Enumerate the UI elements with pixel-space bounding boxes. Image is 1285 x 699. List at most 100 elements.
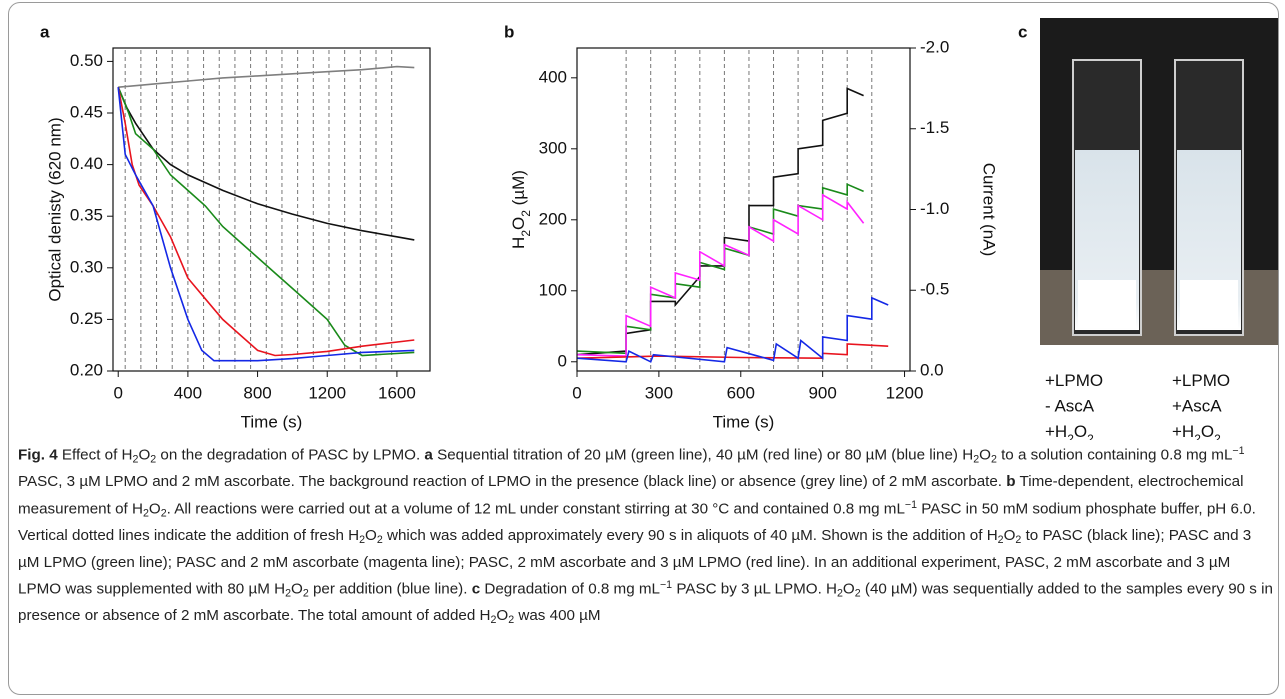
caption-run: Sequential titration of 20 µM (green lin… xyxy=(432,446,974,464)
text-run: O xyxy=(1074,422,1087,440)
y-tick-label: 0.30 xyxy=(70,257,103,276)
photo xyxy=(1040,18,1278,345)
text-run: 2 xyxy=(519,230,533,237)
caption-run: 2 xyxy=(359,533,366,546)
caption-run: 2 xyxy=(837,587,843,600)
caption-run: to a solution containing 0.8 mg mL xyxy=(996,446,1233,464)
data-line xyxy=(576,296,889,363)
x-tick-label: 900 xyxy=(808,383,836,402)
y-tick-label: 400 xyxy=(539,67,567,86)
caption-run: 2 xyxy=(376,533,383,546)
data-line xyxy=(118,65,415,88)
caption-run: per addition (blue line). xyxy=(308,580,472,598)
plot-frame xyxy=(112,47,431,372)
data-line xyxy=(576,183,864,355)
caption-run: O xyxy=(148,500,161,517)
caption-run: b xyxy=(1006,473,1016,491)
caption-run: 2 xyxy=(990,453,997,466)
x-tick-label: 0 xyxy=(113,383,122,402)
y-tick-label: 0.25 xyxy=(70,309,103,328)
text-run: +H xyxy=(1172,422,1194,440)
caption-run: 2 xyxy=(285,587,291,600)
x-tick-label: 800 xyxy=(243,383,271,402)
caption-run: Time-dependent, electrochemical measurem… xyxy=(18,473,1244,517)
caption-run: (40 µM) was sequentially added to the sa… xyxy=(18,580,1273,625)
caption-run: was 400 µM xyxy=(514,607,601,625)
data-line xyxy=(576,193,865,357)
caption-run: to PASC (black line); PASC and 3 µM LPMO… xyxy=(18,526,1252,598)
y-axis-label: Optical denisty (620 nm) xyxy=(45,117,64,301)
caption-run: Effect of H xyxy=(57,446,133,464)
panel-label: c xyxy=(1018,22,1027,41)
text-run: +LPMO xyxy=(1045,371,1103,390)
caption-run: on the degradation of PASC by LPMO. xyxy=(156,446,425,464)
x-tick-label: 400 xyxy=(174,383,202,402)
x-tick-label: 1200 xyxy=(308,383,346,402)
caption-run: O xyxy=(842,580,855,598)
x-tick-label: 300 xyxy=(645,383,673,402)
y-tick-label: 0.45 xyxy=(70,102,103,121)
text-run: +H xyxy=(1045,422,1067,440)
caption-run: 2 xyxy=(854,587,861,600)
data-line xyxy=(576,87,864,356)
text-run: 2 xyxy=(1067,432,1074,440)
caption-run: . All reactions were carried out at a vo… xyxy=(166,500,905,517)
caption-run: −1 xyxy=(1232,445,1245,457)
sample-label: +H2O2 xyxy=(1172,422,1221,440)
caption-run: a xyxy=(424,446,433,464)
panel-label: a xyxy=(40,22,50,41)
x-tick-label: 1200 xyxy=(886,383,924,402)
caption-run: O xyxy=(138,446,151,464)
y2-tick-label: -1.0 xyxy=(920,199,949,218)
caption-run: 2 xyxy=(150,453,157,466)
figure-border xyxy=(8,2,1279,695)
y2-tick-label: -1.5 xyxy=(920,118,949,137)
caption-run: 2 xyxy=(160,507,167,520)
caption-run: PASC, 3 µM LPMO and 2 mM ascorbate. The … xyxy=(18,473,1007,491)
caption-run: Fig. 4 xyxy=(18,446,58,464)
x-tick-label: 0 xyxy=(572,383,581,402)
caption-run: O xyxy=(496,607,509,625)
caption-run: 2 xyxy=(490,614,497,627)
caption-run: −1 xyxy=(659,579,673,592)
caption-run: −1 xyxy=(904,498,918,511)
text-run: +LPMO xyxy=(1172,371,1230,390)
x-tick-label: 1600 xyxy=(378,383,416,402)
y-axis-label: H2O2 (µM) xyxy=(509,170,533,249)
caption-run: O xyxy=(290,580,303,598)
caption-run: Degradation of 0.8 mg mL xyxy=(480,580,660,598)
y-tick-label: 300 xyxy=(539,138,567,157)
data-line xyxy=(117,87,415,362)
text-run: 2 xyxy=(519,210,533,217)
caption-run: 2 xyxy=(132,453,139,466)
caption-run: PASC by 3 µL LPMO. H xyxy=(672,580,837,598)
panel-label: b xyxy=(504,22,514,41)
figure: a 0 400 800 1200 1600 0.20 0.25 0.30 0.35 0.40 0.45… xyxy=(40,18,1278,440)
text-run: 2 xyxy=(1194,432,1201,440)
data-line xyxy=(117,86,415,357)
y-tick-label: 0.20 xyxy=(70,360,103,379)
x-axis-label: Time (s) xyxy=(241,412,303,431)
y-tick-label: 100 xyxy=(539,280,567,299)
text-run: 2 xyxy=(1214,432,1221,440)
caption-run: c xyxy=(471,580,481,598)
caption-run: 2 xyxy=(1015,533,1022,546)
y2-axis-label: Current (nA) xyxy=(980,163,999,257)
sample-label: - AscA xyxy=(1045,397,1095,416)
data-line xyxy=(117,86,415,241)
x-tick-label: 600 xyxy=(727,383,755,402)
text-run: O xyxy=(1201,422,1214,440)
caption-run: 2 xyxy=(302,587,309,600)
y2-tick-label: -0.5 xyxy=(920,280,949,299)
x-axis-label: Time (s) xyxy=(713,412,775,431)
caption-run: 2 xyxy=(142,507,149,520)
caption-run: 2 xyxy=(508,614,515,627)
y-tick-label: 0.35 xyxy=(70,206,103,225)
caption-run: 2 xyxy=(973,453,980,466)
text-run: O xyxy=(509,217,528,230)
y2-tick-label: -2.0 xyxy=(920,37,949,56)
y-tick-label: 0.40 xyxy=(70,154,103,173)
text-run: 2 xyxy=(1087,432,1094,440)
plot-frame xyxy=(576,47,911,372)
y-tick-label: 0 xyxy=(558,351,567,370)
